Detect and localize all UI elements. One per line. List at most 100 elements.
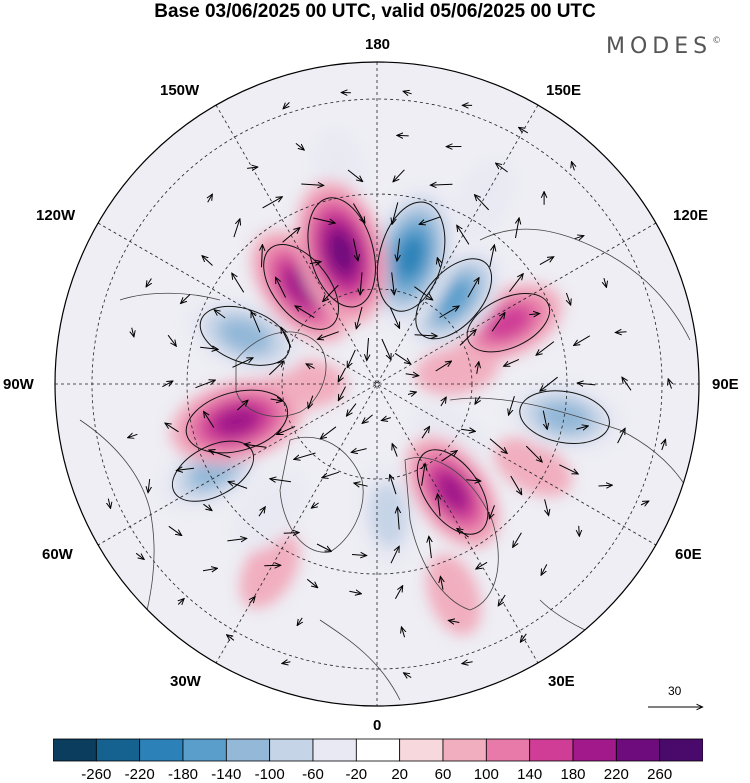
- colorbar-swatch: [659, 738, 703, 762]
- wind-vector: [367, 338, 369, 360]
- negative-anomaly-level: [233, 473, 306, 552]
- wind-vector: [578, 383, 596, 385]
- colorbar-swatch: [182, 738, 227, 762]
- wind-vector: [521, 633, 527, 642]
- wind-vector: [439, 306, 459, 318]
- wind-vector: [559, 464, 577, 474]
- wind-vector: [233, 219, 240, 238]
- wind-vector: [347, 403, 357, 416]
- colorbar-tick-label: 20: [391, 766, 409, 783]
- wind-vector: [296, 306, 315, 319]
- wind-vector: [356, 306, 363, 328]
- colorbar-tick-label: -100: [254, 766, 285, 783]
- colorbar-tick-label: -60: [302, 766, 324, 783]
- wind-vector: [146, 278, 151, 287]
- colorbar-tick-label: 220: [603, 766, 629, 783]
- wind-vector: [308, 395, 312, 408]
- wind-vector: [496, 164, 508, 173]
- wind-vector: [360, 272, 362, 294]
- wind-vector: [463, 662, 473, 664]
- colorbar-swatch: [485, 738, 531, 762]
- wind-vector: [108, 498, 110, 508]
- wind-vector: [202, 256, 213, 266]
- wind-vector: [148, 478, 150, 492]
- wind-vector: [545, 499, 549, 515]
- colorbar-tick-label: -260: [81, 766, 112, 783]
- wind-vector: [232, 358, 253, 368]
- positive-anomaly-level: [484, 305, 533, 341]
- wind-vector: [277, 425, 296, 434]
- wind-vector: [168, 525, 181, 535]
- wind-vector: [132, 327, 134, 337]
- wind-vector: [352, 449, 367, 453]
- wind-vector: [541, 564, 548, 574]
- wind-vector: [476, 561, 488, 568]
- copyright-mark: ©: [712, 36, 722, 46]
- wind-vector: [276, 278, 287, 298]
- anomaly-contour: [185, 389, 289, 454]
- wind-vector: [390, 547, 399, 564]
- wind-vector: [258, 507, 265, 517]
- wind-vector: [542, 410, 547, 429]
- wind-vector: [519, 128, 529, 134]
- modes-logo: MODES©: [606, 34, 721, 59]
- wind-vector: [390, 475, 397, 495]
- colorbar-swatch: [572, 738, 617, 762]
- wind-vector: [576, 426, 587, 429]
- wind-vector: [247, 167, 257, 168]
- wind-vector: [421, 427, 429, 439]
- wind-vector: [316, 543, 331, 551]
- wind-vector: [381, 338, 391, 359]
- wind-vector: [295, 143, 304, 149]
- height-anomaly-field: [159, 130, 624, 636]
- anomaly-contour: [519, 390, 610, 444]
- wind-vector: [282, 228, 300, 243]
- wind-vector: [348, 349, 356, 367]
- wind-vector: [407, 392, 416, 394]
- wind-vector: [227, 539, 246, 541]
- wind-vector: [283, 533, 299, 534]
- map-background: [55, 62, 699, 706]
- wind-vector: [499, 594, 506, 605]
- colorbar-tick-label: 180: [560, 766, 586, 783]
- wind-vector: [270, 399, 282, 401]
- wind-vector: [195, 380, 215, 389]
- wind-vector: [604, 277, 606, 287]
- wind-vector: [441, 577, 444, 590]
- colorbar-swatch: [529, 738, 574, 762]
- wind-vector: [457, 529, 469, 538]
- wind-vectors: [108, 91, 671, 677]
- colorbar-tick-label: -180: [167, 766, 199, 783]
- wind-vector: [509, 274, 522, 293]
- lon-label-30e: 30E: [548, 673, 575, 690]
- wind-vector: [475, 195, 490, 211]
- anomaly-contour: [466, 293, 551, 353]
- positive-anomaly-level: [213, 406, 261, 437]
- wind-vector: [422, 464, 425, 486]
- wind-vector: [392, 202, 399, 223]
- wind-vector: [457, 226, 470, 245]
- colorbar-tick-label: -220: [124, 766, 155, 783]
- wind-vector: [467, 278, 479, 298]
- lon-label-90w: 90W: [3, 376, 34, 393]
- wind-vector: [271, 479, 291, 482]
- wind-vector: [347, 169, 362, 181]
- wind-vector: [398, 508, 400, 530]
- wind-vector: [210, 450, 231, 458]
- positive-anomaly-level: [426, 554, 482, 636]
- colorbar-swatch: [53, 738, 97, 762]
- wind-vector: [392, 272, 395, 294]
- wind-vector: [200, 347, 217, 349]
- colorbar-swatch: [442, 738, 487, 762]
- wind-vector: [215, 310, 226, 319]
- wind-vector: [208, 195, 212, 203]
- colorbar-tick-label: -140: [211, 766, 242, 783]
- colorbar: [53, 738, 703, 762]
- wind-vector: [232, 274, 245, 293]
- wind-vector: [504, 358, 520, 366]
- lon-label-150w: 150W: [160, 82, 200, 99]
- wind-vector: [438, 258, 441, 268]
- wind-vector: [294, 452, 316, 459]
- positive-anomaly-level: [436, 472, 470, 512]
